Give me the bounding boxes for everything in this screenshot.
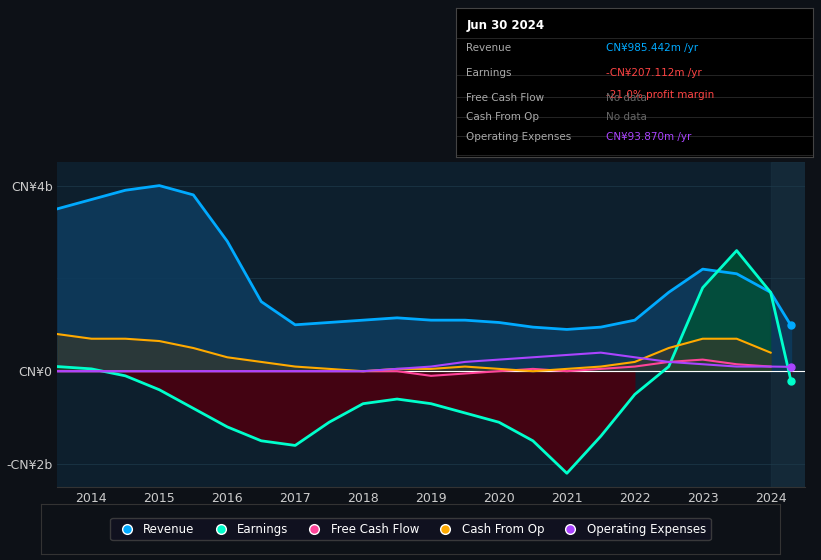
Text: CN¥93.870m /yr: CN¥93.870m /yr [606,132,691,142]
Text: No data: No data [606,112,646,122]
Text: Jun 30 2024: Jun 30 2024 [466,19,544,32]
Text: Earnings: Earnings [466,68,511,78]
Text: No data: No data [606,93,646,103]
Text: -21.0% profit margin: -21.0% profit margin [606,90,714,100]
Legend: Revenue, Earnings, Free Cash Flow, Cash From Op, Operating Expenses: Revenue, Earnings, Free Cash Flow, Cash … [110,518,711,540]
Text: Cash From Op: Cash From Op [466,112,539,122]
Text: Revenue: Revenue [466,43,511,53]
Text: Operating Expenses: Operating Expenses [466,132,571,142]
Text: Free Cash Flow: Free Cash Flow [466,93,544,103]
Text: CN¥985.442m /yr: CN¥985.442m /yr [606,43,698,53]
Text: -CN¥207.112m /yr: -CN¥207.112m /yr [606,68,701,78]
Bar [771,162,805,487]
